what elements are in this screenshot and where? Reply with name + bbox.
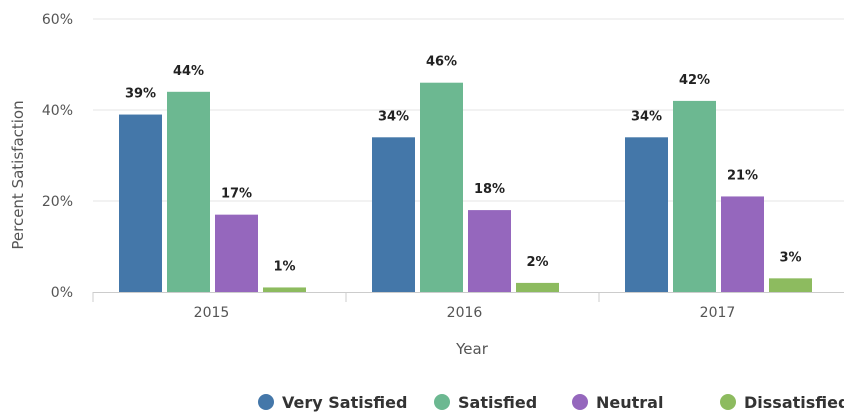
x-axis-title: Year	[455, 340, 489, 358]
y-tick-label: 40%	[42, 103, 73, 119]
data-label: 21%	[727, 168, 758, 183]
data-label: 44%	[173, 64, 204, 79]
bar	[167, 91, 210, 292]
data-label: 1%	[273, 259, 295, 274]
legend-marker	[434, 394, 450, 410]
y-tick-label: 60%	[42, 12, 73, 28]
x-tick-label: 2017	[700, 305, 736, 321]
legend-marker	[720, 394, 736, 410]
legend-label: Very Satisfied	[282, 393, 407, 412]
legend-marker	[572, 394, 588, 410]
data-label: 2%	[526, 255, 548, 270]
y-tick-label: 20%	[42, 194, 73, 210]
data-labels: 39% 44% 17% 1% 34% 46% 18% 2% 34% 42% 21% 3%	[125, 55, 802, 275]
bars	[119, 82, 812, 293]
data-label: 42%	[679, 73, 710, 88]
bar	[721, 196, 764, 292]
bar	[263, 287, 306, 292]
y-axis-title: Percent Satisfaction	[9, 100, 27, 249]
data-label: 34%	[378, 109, 409, 124]
data-label: 3%	[779, 250, 801, 265]
bar	[516, 282, 559, 292]
legend-item[interactable]: Very Satisfied	[258, 393, 407, 412]
gridlines	[93, 18, 844, 202]
data-label: 46%	[426, 55, 457, 70]
data-label: 39%	[125, 87, 156, 102]
x-tick-label: 2016	[447, 305, 483, 321]
x-tick-label: 2015	[194, 305, 230, 321]
data-label: 34%	[631, 109, 662, 124]
data-label: 18%	[474, 182, 505, 197]
bar	[372, 137, 415, 292]
y-axis-ticks: 0% 20% 40% 60%	[42, 12, 73, 301]
legend-item[interactable]: Dissatisfied	[720, 393, 844, 412]
legend-label: Neutral	[596, 393, 663, 412]
bar	[420, 82, 463, 292]
bar	[215, 214, 258, 292]
x-axis: 2015 2016 2017	[92, 292, 844, 321]
data-label: 17%	[221, 187, 252, 202]
bar	[119, 114, 162, 292]
legend: Very Satisfied Satisfied Neutral Dissatisfi…	[258, 393, 844, 412]
legend-label: Satisfied	[458, 393, 537, 412]
legend-item[interactable]: Satisfied	[434, 393, 537, 412]
bar	[673, 100, 716, 293]
bar	[468, 210, 511, 292]
legend-label: Dissatisfied	[744, 393, 844, 412]
bar	[769, 278, 812, 292]
legend-marker	[258, 394, 274, 410]
y-tick-label: 0%	[51, 285, 73, 301]
legend-item[interactable]: Neutral	[572, 393, 663, 412]
bar	[625, 137, 668, 292]
